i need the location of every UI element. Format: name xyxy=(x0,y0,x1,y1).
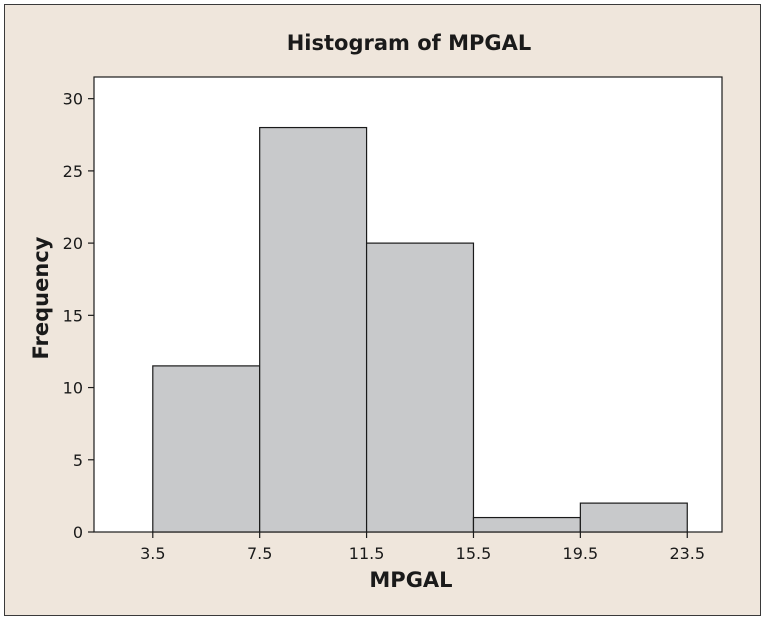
histogram-bar-1 xyxy=(152,365,261,533)
y-tick-label: 5 xyxy=(73,451,83,470)
chart-figure: Histogram of MPGAL MPGAL Frequency 0 5 10 1… xyxy=(4,4,761,616)
x-tick-label: 19.5 xyxy=(563,544,599,563)
bars-group xyxy=(152,126,688,533)
y-axis-title: Frequency xyxy=(29,236,53,359)
y-tick-label: 20 xyxy=(63,234,83,253)
x-axis-title: MPGAL xyxy=(369,568,452,592)
x-tick-label: 3.5 xyxy=(140,544,165,563)
y-tick-label: 0 xyxy=(73,523,83,542)
y-axis-ticks: 0 5 10 15 20 25 30 xyxy=(63,90,94,542)
histogram-chart: Histogram of MPGAL MPGAL Frequency 0 5 10 1… xyxy=(29,31,723,592)
y-tick-label: 10 xyxy=(63,379,83,398)
histogram-bar-4 xyxy=(472,516,581,533)
x-tick-label: 23.5 xyxy=(669,544,705,563)
y-tick-label: 25 xyxy=(63,162,83,181)
x-axis-ticks: 3.5 7.5 11.5 15.5 19.5 23.5 xyxy=(140,532,705,563)
x-tick-label: 7.5 xyxy=(247,544,272,563)
x-tick-label: 11.5 xyxy=(349,544,385,563)
histogram-bar-5 xyxy=(579,502,688,533)
x-tick-label: 15.5 xyxy=(456,544,492,563)
y-tick-label: 15 xyxy=(63,306,83,325)
histogram-bar-2 xyxy=(259,126,368,533)
histogram-bar-3 xyxy=(365,242,475,533)
y-tick-label: 30 xyxy=(63,90,83,109)
chart-title: Histogram of MPGAL xyxy=(287,31,532,55)
